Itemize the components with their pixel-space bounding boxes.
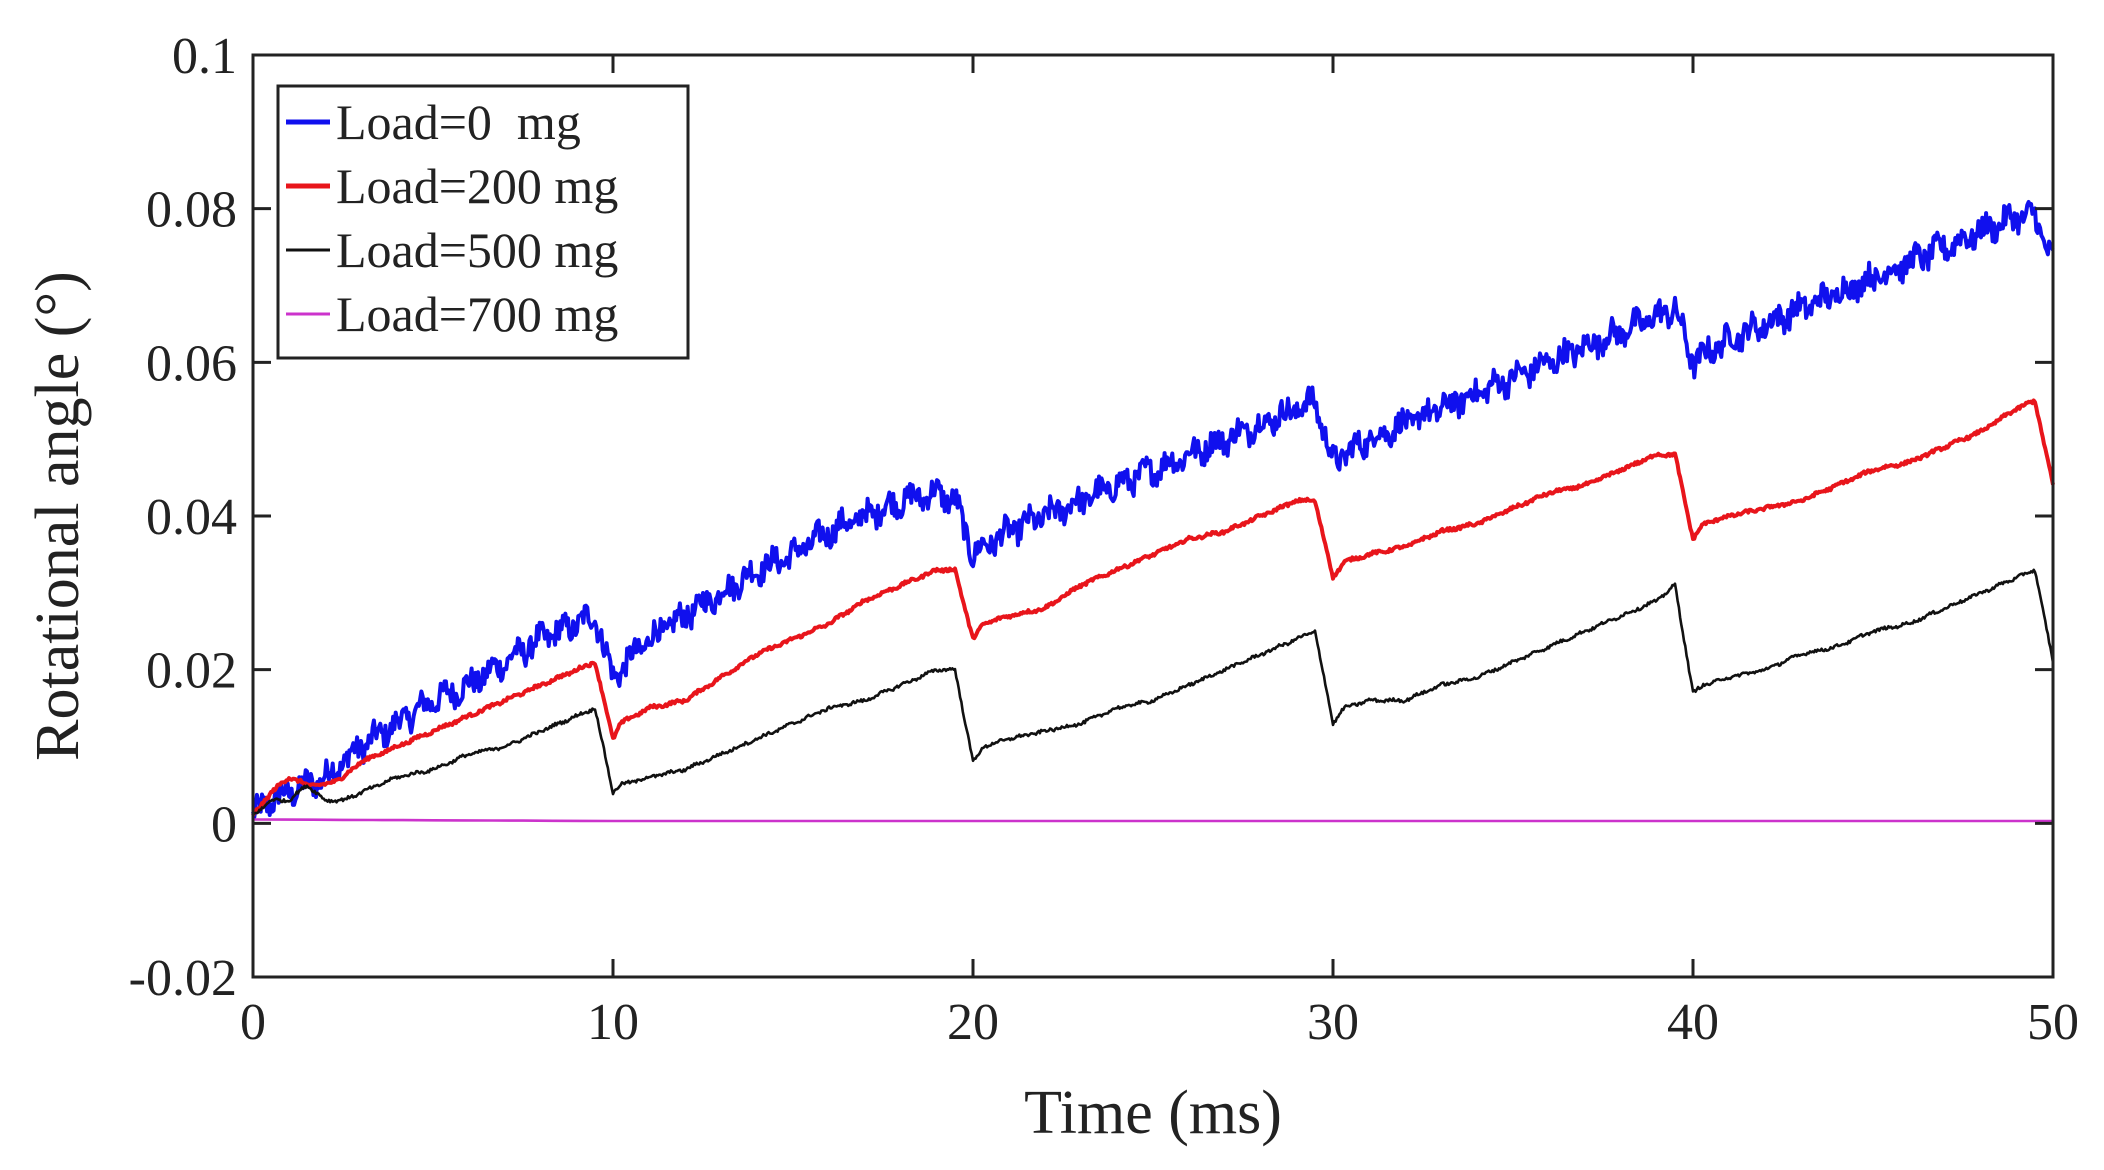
legend-label-4: Load=700 mg (336, 286, 618, 342)
legend-label-2: Load=200 mg (336, 158, 618, 214)
y-tick-label: 0.02 (146, 643, 237, 700)
y-tick-label: 0.1 (172, 28, 237, 85)
x-tick-label: 30 (1307, 994, 1359, 1051)
series-line-2 (251, 398, 2055, 817)
y-tick-label: 0.04 (146, 489, 237, 546)
x-tick-label: 10 (587, 994, 639, 1051)
series-line-4 (252, 818, 2053, 823)
x-tick-label: 20 (947, 994, 999, 1051)
x-tick-label: 0 (240, 994, 266, 1051)
legend-label-3: Load=500 mg (336, 222, 618, 278)
series-line-1 (251, 200, 2055, 820)
legend-box (276, 84, 690, 360)
y-tick-label: 0 (211, 796, 237, 853)
legend: Load=0 mg Load=200 mg Load=500 mg Load=700 … (276, 84, 690, 360)
y-axis-title: Rotational angle (°) (24, 271, 92, 761)
x-tick-label: 50 (2027, 994, 2079, 1051)
series-line-3 (252, 568, 2055, 816)
legend-label-1: Load=0 mg (336, 94, 581, 150)
x-axis-title: Time (ms) (1024, 1079, 1282, 1147)
y-tick-label: 0.06 (146, 335, 237, 392)
y-tick-label: -0.02 (129, 950, 237, 1007)
series-layer (251, 200, 2055, 823)
x-tick-label: 40 (1667, 994, 1719, 1051)
y-tick-label: 0.08 (146, 182, 237, 239)
